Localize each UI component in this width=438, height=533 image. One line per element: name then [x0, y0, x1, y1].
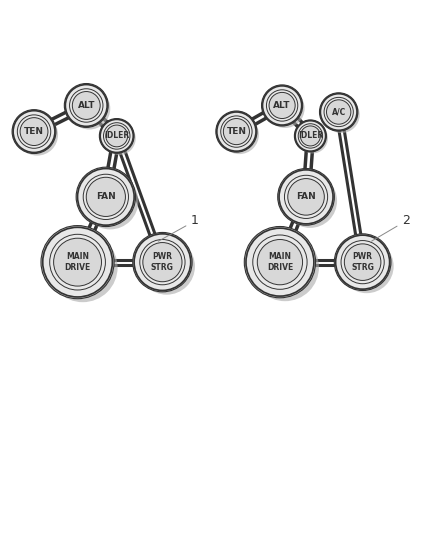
Text: IDLER: IDLER: [298, 132, 323, 140]
Circle shape: [138, 238, 195, 295]
Text: A/C: A/C: [332, 108, 346, 117]
Text: ALT: ALT: [273, 101, 291, 110]
Circle shape: [300, 126, 321, 146]
Text: IDLER: IDLER: [104, 132, 129, 140]
Circle shape: [294, 120, 326, 152]
Circle shape: [86, 177, 125, 216]
Circle shape: [288, 179, 324, 215]
Text: FAN: FAN: [296, 192, 316, 201]
Circle shape: [269, 92, 295, 118]
Text: 1: 1: [158, 214, 199, 241]
Text: FAN: FAN: [96, 192, 116, 201]
Circle shape: [246, 228, 314, 296]
Circle shape: [298, 124, 322, 148]
Circle shape: [265, 89, 305, 128]
Circle shape: [295, 120, 325, 151]
Circle shape: [106, 125, 127, 147]
Circle shape: [102, 122, 136, 155]
Text: MAIN
DRIVE: MAIN DRIVE: [64, 253, 91, 272]
Circle shape: [216, 111, 257, 152]
Text: 2: 2: [371, 214, 410, 241]
Circle shape: [65, 85, 107, 126]
Circle shape: [334, 234, 391, 290]
Circle shape: [140, 239, 185, 285]
Circle shape: [12, 110, 56, 154]
Circle shape: [297, 123, 328, 154]
Circle shape: [257, 239, 303, 285]
Circle shape: [99, 118, 134, 154]
Circle shape: [266, 90, 298, 121]
Circle shape: [20, 118, 48, 146]
Circle shape: [41, 225, 114, 298]
Circle shape: [324, 98, 353, 127]
Circle shape: [340, 239, 394, 293]
Text: ALT: ALT: [78, 101, 95, 110]
Circle shape: [326, 100, 351, 124]
Circle shape: [251, 233, 319, 301]
Circle shape: [100, 119, 133, 152]
Circle shape: [143, 243, 182, 282]
Circle shape: [53, 238, 102, 286]
Circle shape: [283, 174, 337, 228]
Circle shape: [284, 175, 328, 219]
Text: PWR
STRG: PWR STRG: [151, 253, 174, 272]
Circle shape: [48, 232, 117, 302]
Circle shape: [68, 88, 110, 130]
Circle shape: [43, 228, 113, 297]
Circle shape: [319, 93, 358, 131]
Circle shape: [341, 240, 384, 284]
Circle shape: [261, 85, 303, 126]
Circle shape: [103, 123, 130, 149]
Circle shape: [223, 118, 250, 144]
Circle shape: [76, 167, 135, 227]
Circle shape: [16, 114, 58, 156]
Circle shape: [279, 170, 333, 224]
Text: TEN: TEN: [24, 127, 44, 136]
Circle shape: [83, 174, 128, 220]
Circle shape: [82, 173, 138, 229]
Circle shape: [72, 92, 100, 119]
Circle shape: [49, 235, 106, 290]
Circle shape: [323, 96, 360, 133]
Circle shape: [133, 232, 192, 292]
Circle shape: [18, 115, 51, 148]
Circle shape: [220, 115, 259, 154]
Circle shape: [244, 227, 315, 298]
Circle shape: [253, 235, 307, 289]
Circle shape: [278, 168, 334, 225]
Circle shape: [344, 244, 381, 280]
Circle shape: [217, 112, 256, 151]
Circle shape: [70, 89, 103, 122]
Circle shape: [13, 111, 55, 152]
Circle shape: [262, 86, 302, 125]
Circle shape: [221, 116, 252, 147]
Text: TEN: TEN: [226, 127, 247, 136]
Circle shape: [78, 168, 134, 225]
Circle shape: [321, 94, 357, 130]
Text: PWR
STRG: PWR STRG: [351, 253, 374, 272]
Circle shape: [64, 84, 108, 127]
Circle shape: [336, 235, 390, 289]
Text: MAIN
DRIVE: MAIN DRIVE: [267, 253, 293, 272]
Circle shape: [134, 234, 191, 290]
